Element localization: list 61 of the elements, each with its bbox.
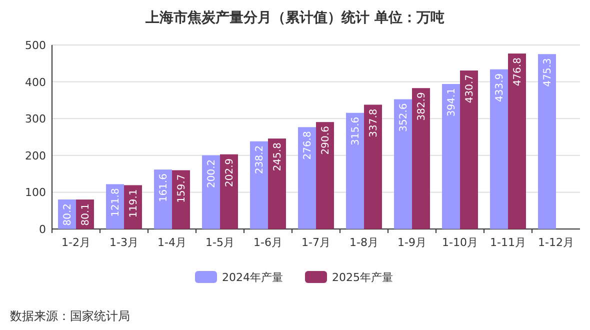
bar <box>172 170 190 229</box>
bar <box>202 155 220 229</box>
data-label: 80.2 <box>62 203 74 226</box>
bar <box>316 122 334 229</box>
chart-title: 上海市焦炭产量分月（累计值）统计 单位：万吨 <box>144 9 444 26</box>
data-label: 382.9 <box>416 92 428 121</box>
bar <box>346 112 364 229</box>
x-tick-label: 1-5月 <box>206 236 234 249</box>
data-label: 430.7 <box>464 74 476 104</box>
data-label: 121.8 <box>110 188 122 217</box>
bar <box>106 184 124 229</box>
x-tick-label: 1-12月 <box>538 236 574 249</box>
bar <box>490 69 508 229</box>
y-tick-label: 100 <box>25 186 46 200</box>
bar <box>220 154 238 229</box>
bar <box>460 70 478 229</box>
legend-label: 2024年产量 <box>222 271 283 284</box>
bar <box>154 170 172 229</box>
bar <box>412 88 430 229</box>
y-tick-label: 500 <box>25 39 46 52</box>
x-tick-label: 1-3月 <box>110 236 138 249</box>
bar <box>268 138 286 229</box>
x-tick-label: 1-9月 <box>398 236 426 249</box>
y-tick-label: 400 <box>25 76 46 89</box>
x-tick-label: 1-11月 <box>490 236 526 249</box>
data-label: 245.8 <box>272 142 284 172</box>
bar <box>538 54 556 229</box>
data-label: 433.9 <box>494 73 506 102</box>
legend-label: 2025年产量 <box>332 271 393 284</box>
data-label: 80.1 <box>80 204 92 226</box>
data-label: 337.8 <box>368 108 380 138</box>
bar <box>442 84 460 229</box>
y-tick-label: 300 <box>25 112 46 126</box>
x-tick-label: 1-8月 <box>350 236 378 249</box>
source-note: 数据来源：国家统计局 <box>10 309 130 323</box>
x-tick-label: 1-6月 <box>254 236 282 249</box>
y-tick-label: 0 <box>39 223 46 236</box>
bar <box>298 127 316 229</box>
data-label: 276.8 <box>302 131 314 160</box>
bar <box>394 99 412 229</box>
y-tick-label: 200 <box>25 149 46 162</box>
data-label: 475.3 <box>542 58 554 87</box>
x-tick-label: 1-2月 <box>62 236 90 249</box>
x-tick-label: 1-4月 <box>158 236 186 249</box>
data-label: 200.2 <box>206 159 218 188</box>
data-label: 161.6 <box>158 174 170 202</box>
data-label: 119.1 <box>128 189 140 218</box>
data-label: 202.9 <box>224 158 236 187</box>
bar <box>250 141 268 229</box>
bar <box>508 54 526 229</box>
data-label: 159.7 <box>176 174 188 203</box>
bar <box>124 185 142 229</box>
data-label: 290.6 <box>320 126 332 155</box>
bar <box>364 104 382 229</box>
data-label: 238.2 <box>254 145 266 174</box>
data-label: 394.1 <box>446 88 458 117</box>
data-label: 315.6 <box>350 116 362 146</box>
x-tick-label: 1-7月 <box>302 236 330 249</box>
data-label: 352.6 <box>398 103 410 132</box>
x-tick-label: 1-10月 <box>442 236 478 249</box>
data-label: 476.8 <box>512 58 524 86</box>
